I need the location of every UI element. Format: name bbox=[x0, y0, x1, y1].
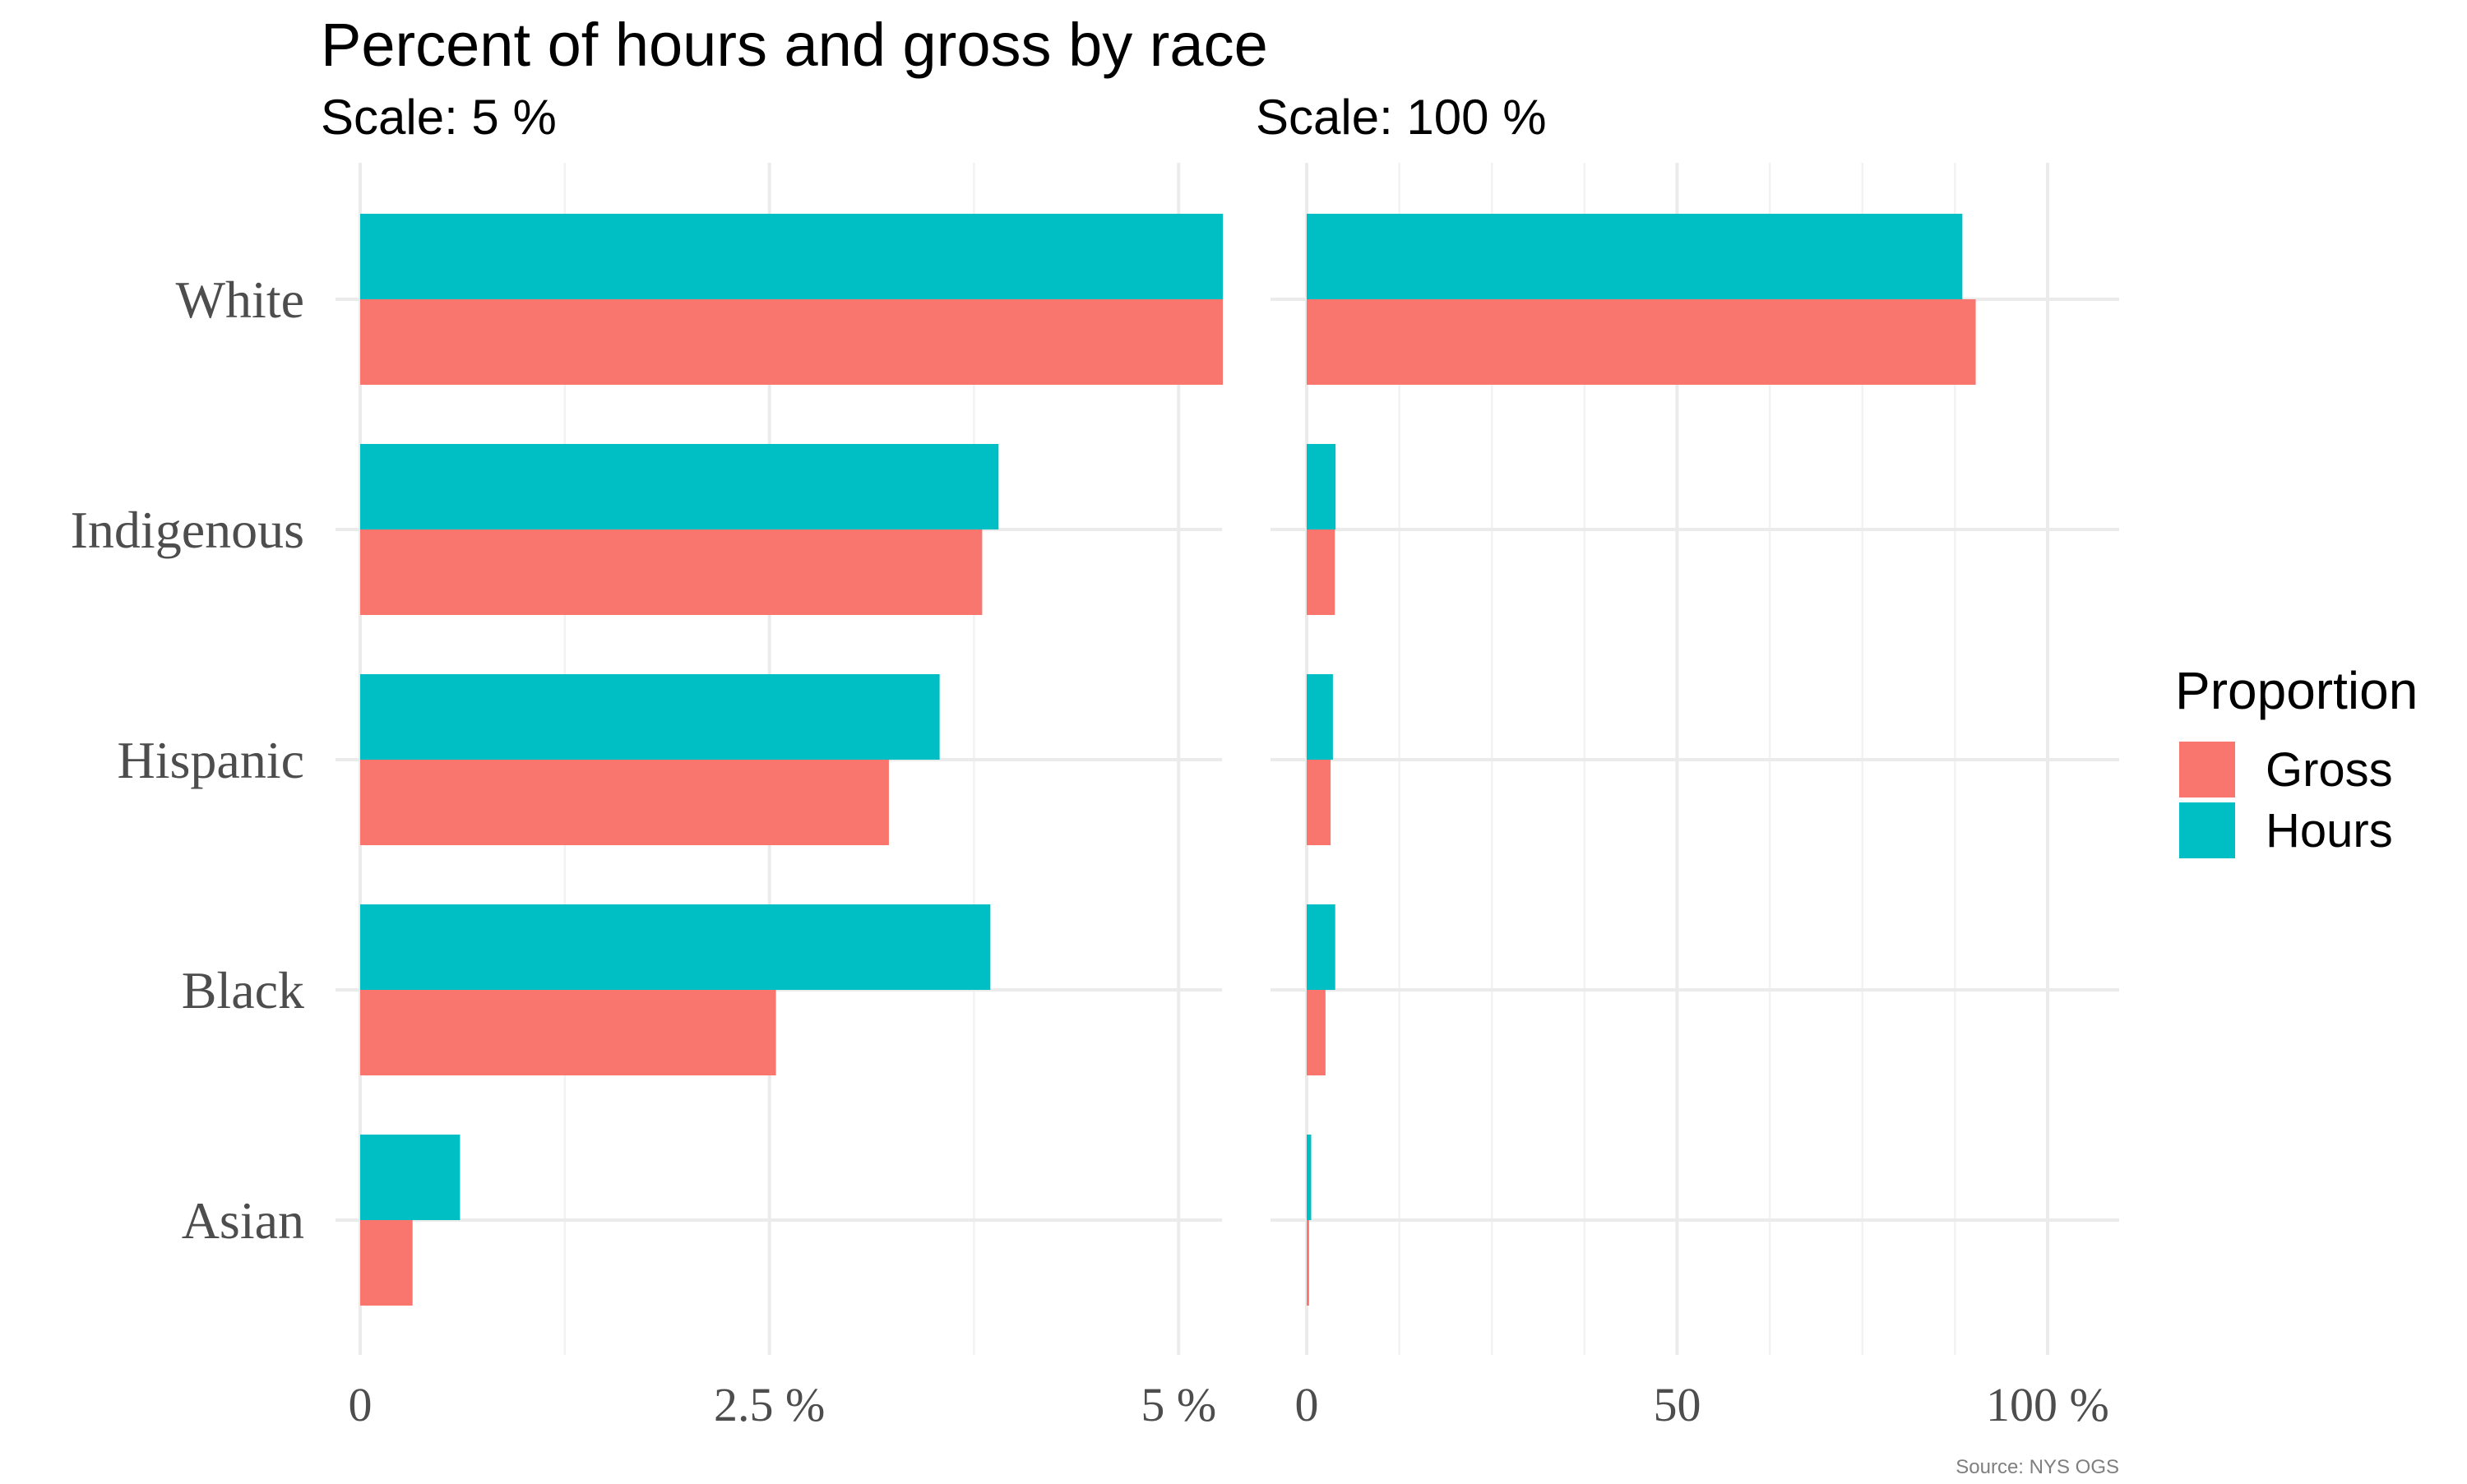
bar-indigenous-hours bbox=[1307, 444, 1336, 529]
bar-black-hours bbox=[1307, 904, 1335, 990]
bar-white-gross bbox=[1307, 299, 1976, 385]
bar-asian-gross bbox=[1307, 1220, 1309, 1306]
bar-indigenous-gross bbox=[1307, 529, 1335, 615]
panel-1: Scale: 5 % 0 2.5 % 5 % bbox=[321, 90, 1223, 1431]
legend: Proportion Gross Hours bbox=[2175, 661, 2418, 858]
panel-subtitle: Scale: 5 % bbox=[321, 90, 557, 145]
category-label-black: Black bbox=[182, 961, 304, 1019]
category-labels: White Indigenous Hispanic Black Asian bbox=[71, 270, 304, 1250]
category-label-white: White bbox=[176, 270, 304, 329]
bar-hispanic-hours bbox=[360, 674, 940, 760]
bar-hispanic-hours bbox=[1307, 674, 1333, 760]
x-tick-label: 0 bbox=[349, 1378, 373, 1431]
legend-swatch bbox=[2179, 742, 2235, 797]
bar-white-hours bbox=[360, 214, 1223, 299]
legend-item-hours: Hours bbox=[2179, 802, 2393, 858]
bar-indigenous-gross bbox=[360, 529, 983, 615]
chart-title: Percent of hours and gross by race bbox=[321, 11, 1268, 79]
panel-subtitle: Scale: 100 % bbox=[1256, 90, 1547, 145]
panel-2: Scale: 100 % 0 50 100 % bbox=[1256, 90, 2119, 1431]
x-tick-label: 100 % bbox=[1986, 1378, 2109, 1431]
category-label-asian: Asian bbox=[182, 1191, 304, 1250]
bar-asian-hours bbox=[1307, 1135, 1312, 1220]
x-tick-label: 2.5 % bbox=[714, 1378, 825, 1431]
x-tick-label: 5 % bbox=[1141, 1378, 1216, 1431]
bar-asian-hours bbox=[360, 1135, 461, 1220]
bar-hispanic-gross bbox=[1307, 760, 1331, 845]
legend-items: Gross Hours bbox=[2179, 742, 2393, 858]
bar-black-hours bbox=[360, 904, 991, 990]
legend-label: Hours bbox=[2266, 804, 2393, 858]
bar-indigenous-hours bbox=[360, 444, 999, 529]
bar-white-hours bbox=[1307, 214, 1963, 299]
legend-label: Gross bbox=[2266, 743, 2393, 797]
legend-item-gross: Gross bbox=[2179, 742, 2393, 797]
bar-black-gross bbox=[360, 990, 776, 1075]
chart-caption: Source: NYS OGS bbox=[1956, 1456, 2119, 1478]
category-label-hispanic: Hispanic bbox=[118, 731, 305, 789]
category-label-indigenous: Indigenous bbox=[71, 501, 304, 559]
bar-asian-gross bbox=[360, 1220, 413, 1306]
x-tick-label: 50 bbox=[1653, 1378, 1701, 1431]
bar-white-gross bbox=[360, 299, 1223, 385]
x-tick-label: 0 bbox=[1295, 1378, 1319, 1431]
legend-swatch bbox=[2179, 802, 2235, 858]
panels: Scale: 5 % 0 2.5 % 5 % Scale: 100 % 0 50 100 % W… bbox=[71, 90, 2119, 1431]
bar-hispanic-gross bbox=[360, 760, 889, 845]
legend-title: Proportion bbox=[2175, 661, 2418, 720]
bar-black-gross bbox=[1307, 990, 1326, 1075]
